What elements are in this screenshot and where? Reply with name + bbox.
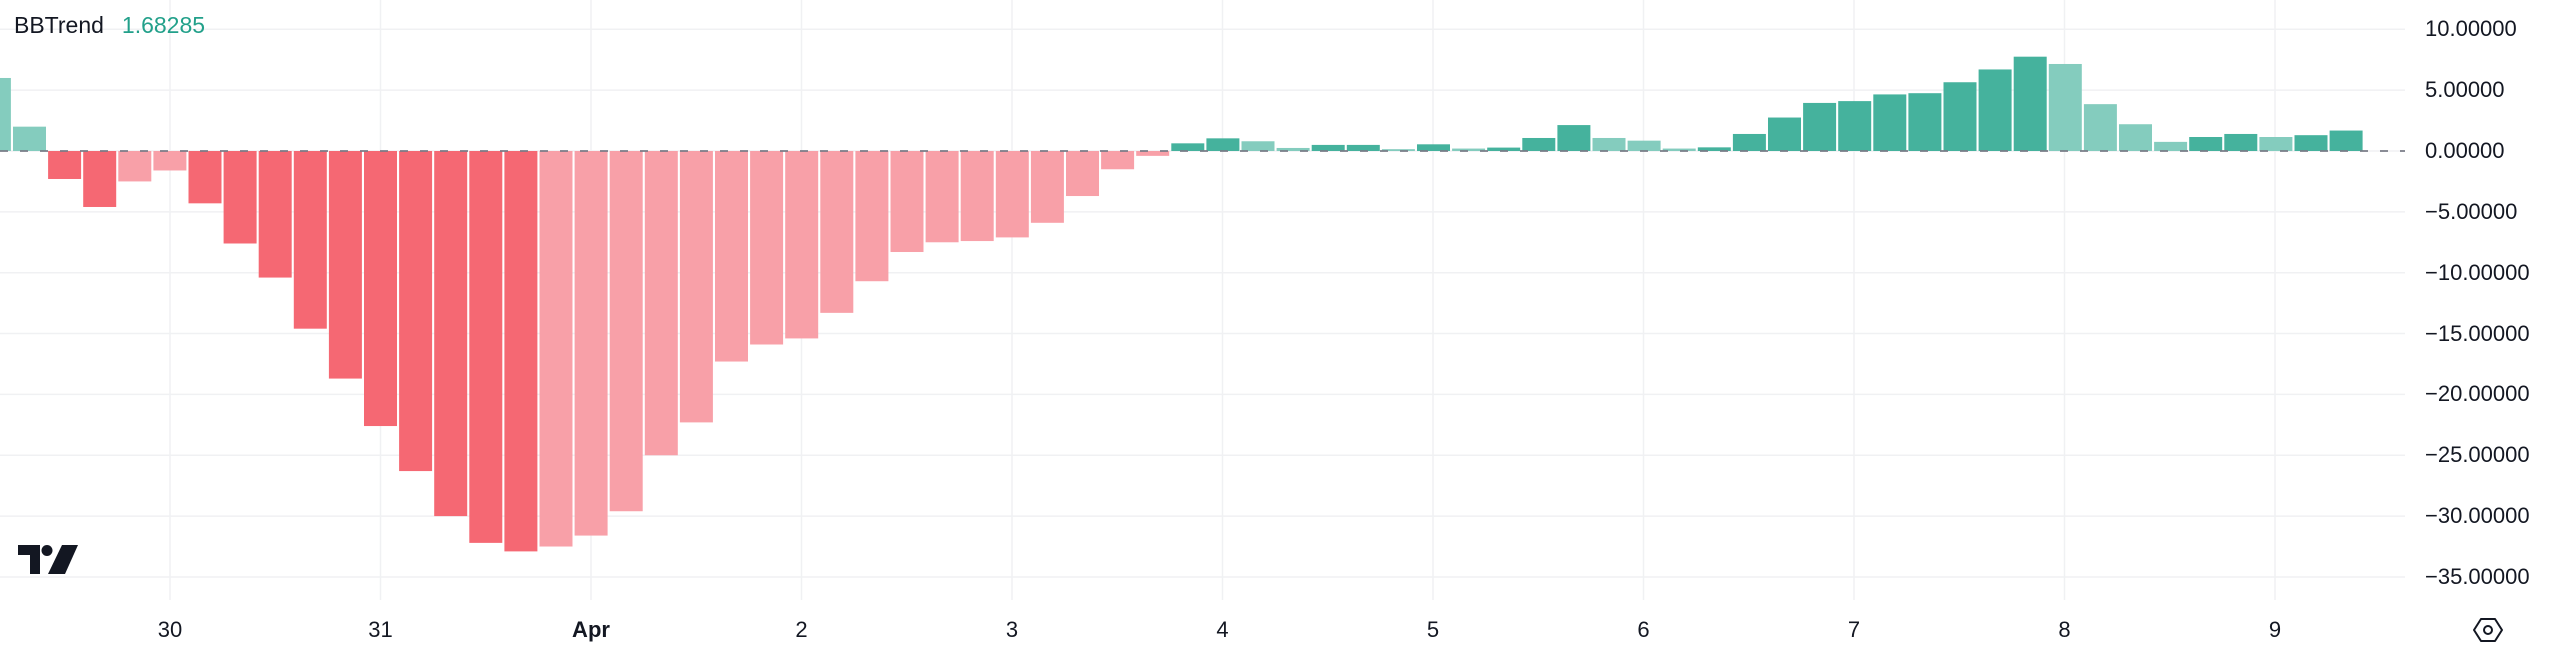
histogram-bar — [2294, 135, 2328, 151]
y-axis-tick-label: 5.00000 — [2425, 77, 2505, 103]
histogram-bar — [293, 151, 327, 329]
x-axis-tick-label: 6 — [1637, 617, 1650, 642]
y-axis-tick-label: 0.00000 — [2425, 138, 2505, 163]
x-axis-tick-label: 5 — [1426, 617, 1440, 642]
histogram-bar — [364, 151, 397, 427]
histogram-bar — [1346, 144, 1380, 151]
x-axis-tick-label: 9 — [2268, 617, 2282, 642]
histogram-bar — [539, 151, 573, 547]
histogram-bar — [2259, 137, 2293, 151]
histogram-bar — [1697, 147, 1731, 151]
histogram-bar — [1276, 147, 1310, 151]
histogram-bar — [434, 151, 468, 517]
histogram-bars — [0, 56, 2363, 552]
histogram-bar — [1943, 82, 1977, 151]
histogram-bar — [2154, 141, 2188, 151]
histogram-bar — [785, 151, 819, 339]
histogram-bar — [890, 151, 924, 253]
histogram-bar — [1311, 144, 1345, 151]
histogram-bar — [1136, 151, 1170, 156]
histogram-bar — [1171, 143, 1205, 151]
histogram-bar — [188, 151, 222, 204]
histogram-bar — [1101, 151, 1135, 170]
settings-hexagon-icon[interactable] — [2472, 617, 2504, 643]
indicator-legend[interactable]: BBTrend 1.68285 — [14, 12, 205, 39]
indicator-value: 1.68285 — [121, 12, 206, 38]
histogram-bar — [118, 151, 152, 182]
histogram-bar — [2083, 104, 2117, 151]
x-axis-tick-label: Apr — [572, 617, 610, 642]
histogram-bar — [2329, 130, 2363, 151]
histogram-bar — [2048, 63, 2082, 152]
histogram-bar — [2013, 56, 2047, 152]
histogram-bar — [995, 151, 1029, 238]
histogram-bar — [1452, 148, 1486, 151]
y-axis-tick-label: −30.00000 — [2425, 503, 2530, 529]
y-axis-tick-label: −35.00000 — [2425, 563, 2530, 589]
histogram-bar — [1487, 147, 1521, 151]
histogram-bar — [1768, 117, 1801, 151]
histogram-bar — [504, 151, 538, 552]
histogram-bar — [1838, 101, 1872, 151]
x-axis-tick-label: 30 — [157, 617, 183, 642]
histogram-bar — [1978, 69, 2012, 151]
histogram-bar — [1592, 137, 1626, 151]
y-axis-tick-label: −10.00000 — [2425, 259, 2530, 285]
x-axis-tick-label: 7 — [1847, 617, 1861, 642]
histogram-bar — [1803, 102, 1837, 151]
histogram-bar — [223, 151, 257, 244]
histogram-bar — [1381, 149, 1415, 151]
x-axis-tick-label: 3 — [1005, 617, 1019, 642]
histogram-bar — [2224, 133, 2258, 151]
histogram-bar — [1066, 151, 1099, 197]
y-axis-tick-label: −20.00000 — [2425, 381, 2530, 407]
histogram-bar — [0, 77, 11, 151]
histogram-bar — [469, 151, 503, 543]
histogram-bar — [13, 126, 46, 151]
x-axis-tick-label: 4 — [1216, 617, 1229, 642]
x-axis-tick-label: 2 — [795, 617, 808, 642]
histogram-bar — [83, 151, 117, 207]
y-axis-tick-label: −15.00000 — [2425, 320, 2530, 346]
histogram-bar — [644, 151, 678, 456]
histogram-bar — [960, 151, 994, 242]
histogram-bar — [1206, 138, 1240, 151]
histogram-bar — [820, 151, 854, 313]
histogram-bar — [679, 151, 713, 423]
histogram-bar — [399, 151, 433, 472]
histogram-bar — [1908, 93, 1942, 151]
y-axis-tick-label: 10.00000 — [2425, 16, 2517, 42]
histogram-bar — [1030, 151, 1064, 223]
x-axis-tick-label: 31 — [368, 617, 393, 642]
histogram-bar — [609, 151, 643, 512]
histogram-bar — [1241, 141, 1275, 151]
histogram-bar — [1557, 125, 1591, 151]
histogram-bar — [750, 151, 784, 345]
histogram-bar — [2119, 124, 2152, 151]
tradingview-logo-icon[interactable] — [18, 545, 78, 574]
histogram-bar — [1873, 94, 1907, 151]
histogram-bar — [48, 151, 82, 179]
histogram-bar — [1662, 148, 1696, 151]
indicator-name: BBTrend — [14, 12, 104, 38]
histogram-bar — [1627, 140, 1661, 151]
histogram-bar — [1732, 133, 1766, 151]
histogram-bar — [574, 151, 608, 536]
x-axis-tick-label: 8 — [2058, 617, 2071, 642]
histogram-bar — [1522, 137, 1556, 151]
histogram-bar — [258, 151, 292, 278]
histogram-bar — [925, 151, 959, 243]
histogram-bar — [153, 151, 187, 171]
histogram-bar — [1417, 144, 1450, 151]
histogram-bar — [715, 151, 748, 362]
histogram-bar — [328, 151, 362, 379]
histogram-bar — [855, 151, 889, 282]
histogram-bar — [2189, 137, 2223, 151]
y-axis-tick-label: −5.00000 — [2425, 198, 2518, 224]
y-axis-tick-label: −25.00000 — [2425, 442, 2530, 468]
